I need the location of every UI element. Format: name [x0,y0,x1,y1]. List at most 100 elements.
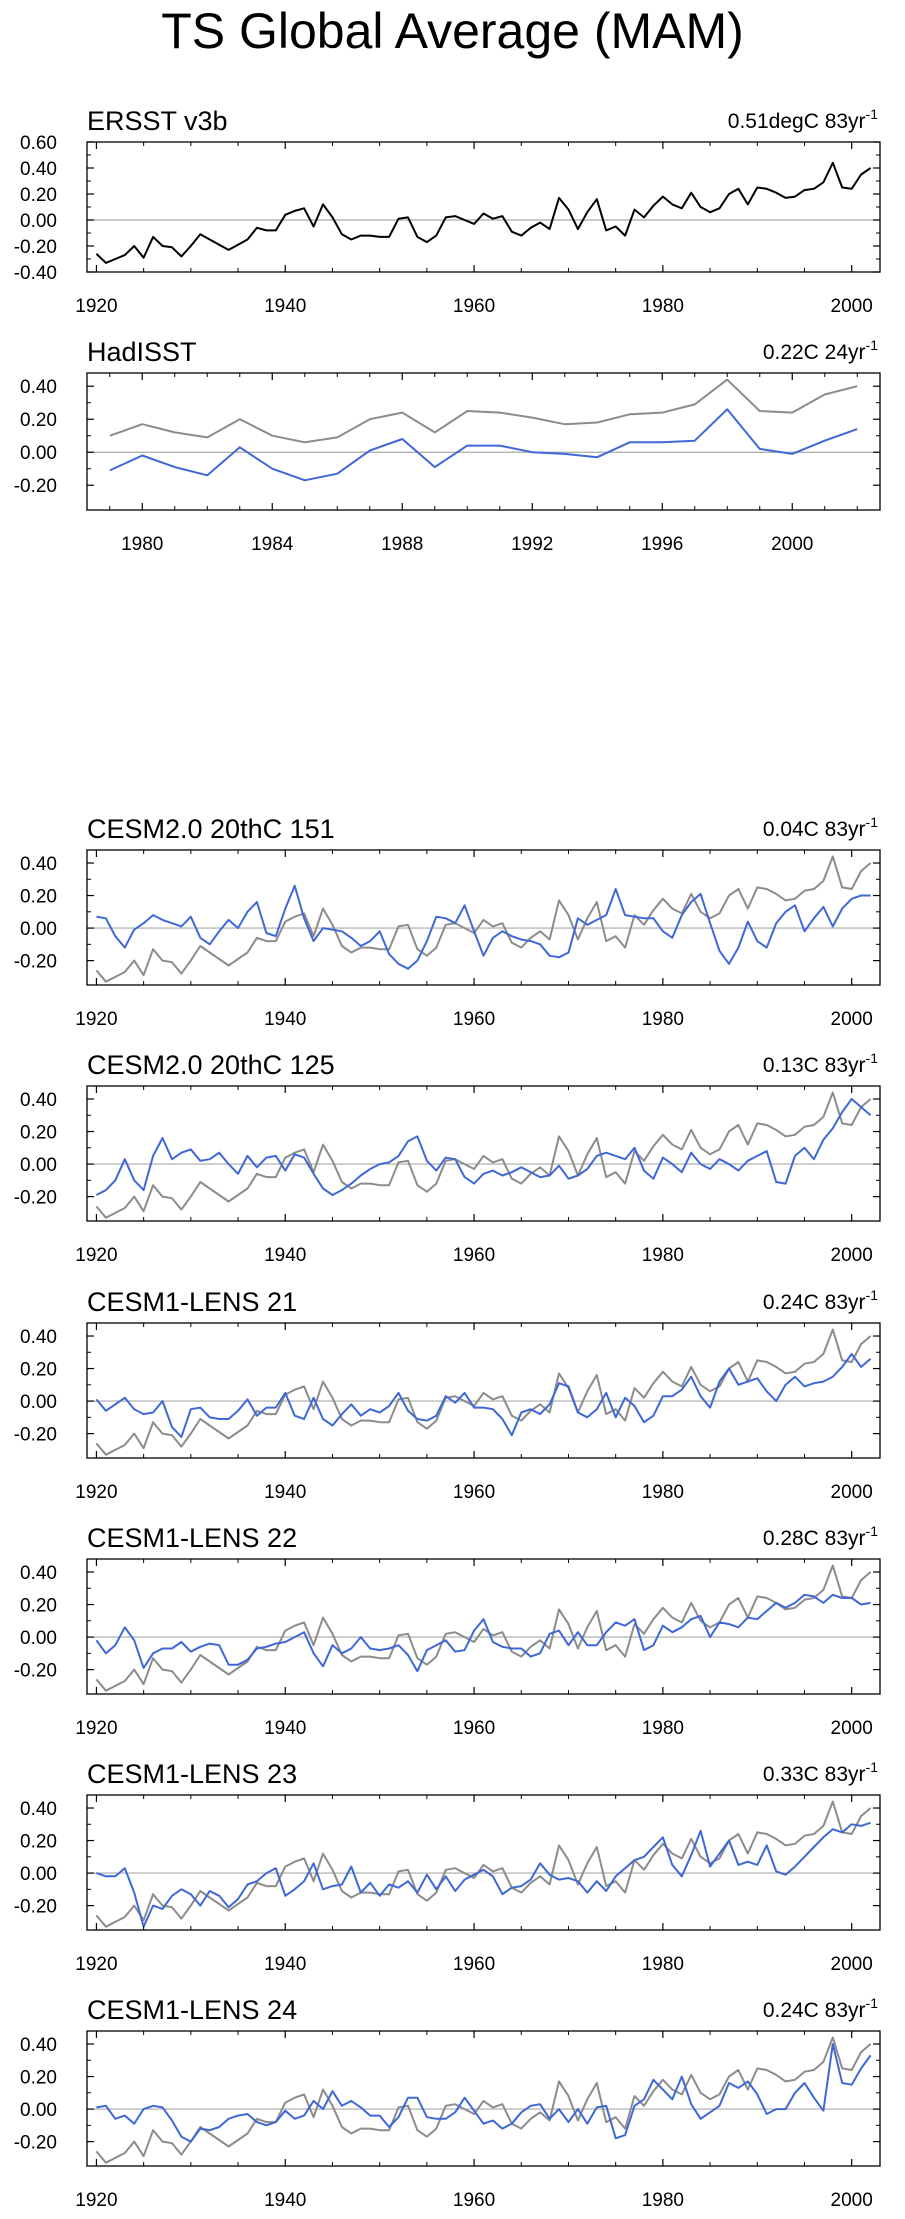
y-tick-label: 0.20 [20,185,57,206]
x-tick-label: 1960 [453,1482,495,1503]
trend-value: 0.22C 24yr [763,341,866,364]
panel-title: CESM2.0 20thC 125 [87,1050,335,1080]
y-tick-label: 0.40 [20,1563,57,1584]
series-line-reference [95,1564,872,1692]
y-tick-label: 0.20 [20,1360,57,1381]
plot-frame [86,1322,881,1459]
panel-title: ERSST v3b [87,106,228,136]
trend-value: 0.04C 83yr [763,818,866,841]
trend-label: 0.33C 83yr-1 [763,1759,878,1786]
y-tick-label: -0.20 [14,2133,57,2154]
y-tick-label: 0.20 [20,1832,57,1853]
y-tick-label: -0.20 [14,952,57,973]
x-tick-label: 1920 [75,296,117,317]
plot-frame [86,141,881,273]
trend-value: 0.28C 83yr [763,1527,866,1550]
x-tick-label: 1980 [642,2190,684,2211]
y-tick-label: 0.00 [20,2100,57,2121]
trend-label: 0.04C 83yr-1 [763,814,878,841]
series-line-reference [95,1800,872,1928]
y-tick-label: 0.60 [20,133,57,154]
plot-frame [86,372,881,511]
y-tick-label: 0.40 [20,1327,57,1348]
trend-exponent: -1 [866,1050,879,1066]
panel-cesm2-125: -0.20 0.00 0.20 0.40 1920 1940 1960 1980 2000 CES… [14,1050,881,1266]
x-tick-label: 1960 [453,2190,495,2211]
y-tick-label: 0.40 [20,2035,57,2056]
x-tick-label: 2000 [831,1009,873,1030]
x-tick-label: 1960 [453,1245,495,1266]
series-line-primary [95,161,872,264]
series-line-primary [96,1821,871,1928]
y-tick-label: 0.20 [20,1596,57,1617]
panel-ersst: -0.40 -0.20 0.00 0.20 0.40 0.60 1920 1940 1960 19… [14,106,881,317]
trend-exponent: -1 [866,814,879,830]
y-tick-label: 0.00 [20,1392,57,1413]
series-line-primary [95,1352,872,1438]
x-tick-label: 1940 [264,1482,306,1503]
series-line-primary [96,2043,872,2143]
y-tick-label: -0.20 [14,1188,57,1209]
x-tick-label: 1992 [511,534,553,555]
x-tick-label: 1920 [75,1009,117,1030]
trend-exponent: -1 [866,106,879,122]
trend-exponent: -1 [866,337,879,353]
x-tick-label: 1980 [642,1009,684,1030]
x-tick-label: 2000 [831,2190,873,2211]
y-tick-label: 0.00 [20,443,57,464]
x-tick-label: 1920 [75,1245,117,1266]
panel-cesm1-21: -0.20 0.00 0.20 0.40 1920 1940 1960 1980 2000 CES… [14,1287,881,1503]
x-tick-label: 1980 [642,296,684,317]
y-tick-label: 0.00 [20,1864,57,1885]
y-tick-label: 0.20 [20,2068,57,2089]
x-tick-label: 2000 [831,1718,873,1739]
trend-exponent: -1 [866,1759,879,1775]
x-tick-label: 1940 [264,1245,306,1266]
x-tick-label: 1980 [642,1718,684,1739]
x-tick-label: 2000 [831,296,873,317]
y-tick-label: 0.00 [20,919,57,940]
trend-label: 0.51degC 83yr-1 [728,106,878,133]
series-line-reference [95,2036,872,2164]
trend-value: 0.33C 83yr [763,1763,866,1786]
y-tick-label: 0.40 [20,159,57,180]
x-tick-label: 1940 [264,2190,306,2211]
series-line-reference [95,1091,872,1219]
trend-value: 0.51degC 83yr [728,110,866,133]
plot-frame [86,2030,881,2167]
x-tick-label: 1996 [641,534,683,555]
trend-value: 0.24C 83yr [763,1291,866,1314]
x-tick-label: 1920 [75,1482,117,1503]
panel-title: CESM1-LENS 24 [87,1995,297,2025]
page-title: TS Global Average (MAM) [161,3,744,59]
x-tick-label: 2000 [831,1245,873,1266]
trend-value: 0.24C 83yr [763,1999,866,2022]
panel-hadisst: -0.20 0.00 0.20 0.40 1980 1984 1988 1992 1996 200… [14,337,881,555]
trend-label: 0.13C 83yr-1 [763,1050,878,1077]
x-tick-label: 1940 [264,1954,306,1975]
x-tick-label: 2000 [831,1954,873,1975]
y-tick-label: 0.40 [20,1799,57,1820]
plot-frame [86,849,881,986]
x-tick-label: 1980 [642,1245,684,1266]
x-tick-label: 1920 [75,2190,117,2211]
trend-exponent: -1 [866,1523,879,1539]
series-line-primary [109,408,858,482]
panel-title: CESM1-LENS 21 [87,1287,297,1317]
y-tick-label: 0.20 [20,410,57,431]
y-tick-label: -0.20 [14,237,57,258]
y-tick-label: -0.20 [14,1897,57,1918]
x-tick-label: 1960 [453,1954,495,1975]
trend-label: 0.24C 83yr-1 [763,1995,878,2022]
plot-frame [86,1794,881,1931]
series-line-reference [109,378,858,444]
trend-label: 0.24C 83yr-1 [763,1287,878,1314]
y-tick-label: 0.00 [20,1628,57,1649]
y-tick-label: -0.20 [14,1661,57,1682]
panel-title: CESM1-LENS 23 [87,1759,297,1789]
series-line-reference [95,1328,872,1456]
y-tick-label: -0.20 [14,476,57,497]
y-tick-label: -0.20 [14,1425,57,1446]
series-line-reference [95,855,872,983]
y-tick-label: 0.00 [20,1155,57,1176]
